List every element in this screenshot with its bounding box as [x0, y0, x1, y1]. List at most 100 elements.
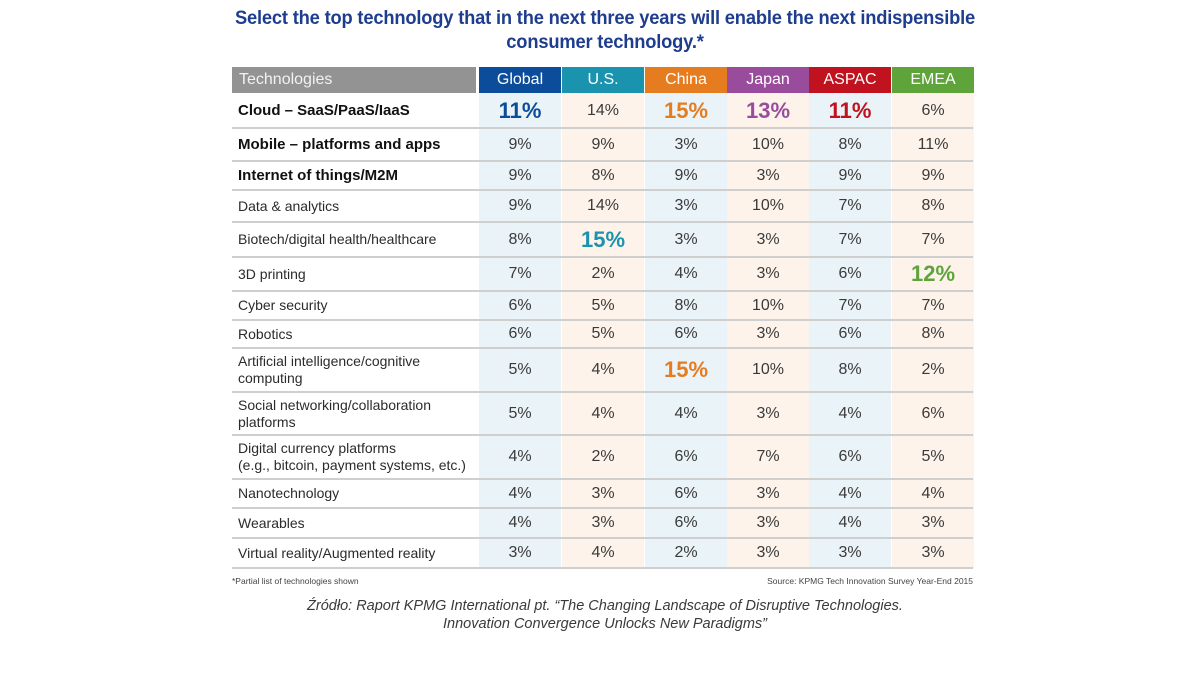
- table-row: Social networking/collaboration platforms…: [232, 392, 973, 436]
- cell-china: 6%: [674, 448, 698, 465]
- column-bg-global: [479, 93, 561, 568]
- cell-japan: 13%: [745, 97, 791, 123]
- header-technologies: Technologies: [232, 67, 476, 93]
- table-row: Mobile – platforms and apps 9% 9% 3% 10% 8% 11…: [232, 128, 973, 162]
- cell-aspac: 7%: [838, 296, 862, 314]
- cell-aspac: 4%: [838, 404, 862, 422]
- row-label: Artificial intelligence/cognitive computi…: [238, 353, 421, 386]
- header-japan: Japan: [727, 67, 809, 93]
- cell-aspac: 9%: [838, 166, 862, 184]
- table-row: Artificial intelligence/cognitive computi…: [232, 348, 973, 393]
- row-label: Nanotechnology: [238, 485, 340, 501]
- cell-emea: 9%: [921, 166, 945, 184]
- row-divider: [232, 347, 973, 349]
- citation: Źródło: Raport KPMG International pt. “T…: [200, 597, 1010, 633]
- cell-u-s: 14%: [586, 197, 620, 214]
- cell-emea: 3%: [921, 514, 945, 531]
- cell-global: 9%: [508, 166, 532, 184]
- cell-global: 9%: [508, 135, 532, 153]
- table-row: Robotics 6% 5% 6% 3% 6% 8%: [232, 320, 973, 349]
- cell-japan: 10%: [751, 296, 785, 314]
- cell-u-s: 9%: [591, 135, 615, 153]
- header-u-s: U.S.: [562, 67, 644, 93]
- table-row: 3D printing 7% 2% 4% 3% 6% 12%: [232, 257, 973, 292]
- table-row: Data & analytics 9% 14% 3% 10% 7% 8%: [232, 190, 973, 223]
- row-divider: [232, 256, 973, 258]
- cell-emea: 5%: [921, 448, 945, 465]
- cell-japan: 10%: [751, 197, 785, 214]
- cell-global: 6%: [508, 296, 532, 314]
- cell-emea: 8%: [921, 197, 945, 214]
- cell-japan: 3%: [756, 544, 780, 561]
- table-row: Virtual reality/Augmented reality 3% 4% 2% 3…: [232, 538, 973, 569]
- row-label: Digital currency platforms (e.g., bitcoin…: [238, 440, 466, 473]
- cell-aspac: 6%: [838, 325, 862, 342]
- header-china: China: [645, 67, 727, 93]
- cell-japan: 7%: [756, 448, 780, 465]
- cell-u-s: 3%: [591, 484, 615, 502]
- row-divider: [232, 160, 973, 162]
- source-note: Source: KPMG Tech Innovation Survey Year…: [767, 576, 973, 586]
- cell-aspac: 8%: [838, 361, 862, 378]
- header-aspac: ASPAC: [809, 67, 891, 93]
- cell-japan: 3%: [756, 404, 780, 422]
- cell-china: 3%: [674, 230, 698, 248]
- cell-emea: 12%: [910, 261, 956, 286]
- cell-global: 11%: [498, 97, 542, 123]
- cell-emea: 4%: [921, 484, 945, 502]
- cell-u-s: 4%: [591, 544, 615, 561]
- cell-china: 15%: [663, 97, 709, 123]
- cell-china: 8%: [674, 296, 698, 314]
- cell-aspac: 6%: [838, 448, 862, 465]
- cell-aspac: 3%: [838, 544, 862, 561]
- citation-line-2: Innovation Convergence Unlocks New Parad…: [443, 616, 767, 632]
- cell-china: 4%: [674, 265, 698, 282]
- cell-china: 3%: [674, 197, 698, 214]
- cell-global: 5%: [508, 361, 532, 378]
- cell-global: 9%: [508, 197, 532, 214]
- table-row: Wearables 4% 3% 6% 3% 4% 3%: [232, 508, 973, 539]
- cell-aspac: 6%: [838, 265, 862, 282]
- row-divider: [232, 434, 973, 436]
- row-label: Virtual reality/Augmented reality: [238, 544, 436, 561]
- table-row: Biotech/digital health/healthcare 8% 15% 3%…: [232, 222, 973, 258]
- cell-aspac: 8%: [838, 135, 862, 153]
- cell-global: 5%: [508, 404, 532, 422]
- cell-u-s: 14%: [586, 101, 620, 119]
- cell-emea: 8%: [921, 325, 945, 342]
- cell-china: 6%: [674, 484, 698, 502]
- cell-global: 4%: [508, 514, 532, 531]
- row-label: Internet of things/M2M: [238, 167, 398, 184]
- cell-japan: 3%: [756, 484, 780, 502]
- cell-japan: 3%: [756, 230, 780, 248]
- cell-u-s: 3%: [591, 514, 615, 531]
- cell-japan: 3%: [756, 166, 780, 184]
- table-row: Cloud – SaaS/PaaS/IaaS 11% 14% 15% 13% 11% 6%: [232, 93, 973, 129]
- cell-china: 6%: [674, 325, 698, 342]
- table-row: Internet of things/M2M 9% 8% 9% 3% 9% 9%: [232, 161, 973, 191]
- row-label: Cyber security: [238, 297, 328, 313]
- row-divider: [232, 127, 973, 129]
- cell-global: 3%: [508, 544, 532, 561]
- column-bg-japan: [727, 93, 809, 568]
- cell-japan: 3%: [756, 265, 780, 282]
- cell-emea: 2%: [921, 361, 945, 378]
- column-bg-u-s: [562, 93, 644, 568]
- row-divider: [232, 189, 973, 191]
- cell-china: 4%: [674, 404, 698, 422]
- column-bg-aspac: [809, 93, 891, 568]
- cell-japan: 3%: [756, 514, 780, 531]
- cell-u-s: 5%: [591, 296, 615, 314]
- row-divider: [232, 507, 973, 509]
- cell-emea: 7%: [921, 230, 945, 248]
- row-label: Robotics: [238, 325, 293, 342]
- cell-global: 4%: [508, 448, 532, 465]
- cell-u-s: 5%: [591, 325, 615, 342]
- cell-emea: 7%: [921, 296, 945, 314]
- cell-aspac: 7%: [838, 197, 862, 214]
- cell-emea: 6%: [921, 101, 945, 119]
- cell-emea: 3%: [921, 544, 945, 561]
- cell-china: 3%: [674, 135, 698, 153]
- header-emea: EMEA: [892, 67, 974, 93]
- cell-china: 9%: [674, 166, 698, 184]
